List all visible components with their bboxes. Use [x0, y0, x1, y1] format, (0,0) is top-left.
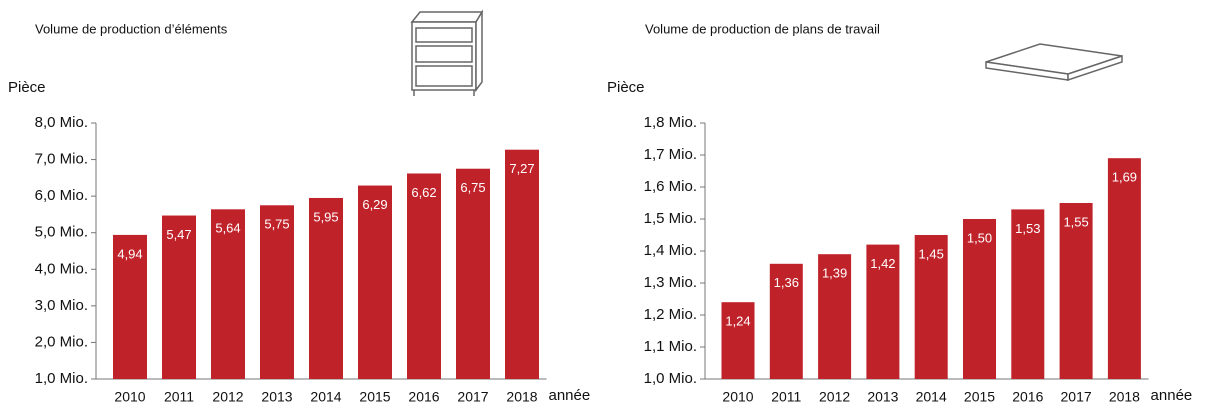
bar	[914, 235, 948, 379]
value-label: 1,42	[870, 256, 895, 271]
value-label: 1,39	[822, 266, 847, 281]
x-tick-label: 2013	[867, 389, 898, 405]
x-tick-label: 2014	[310, 389, 341, 405]
value-label: 1,69	[1112, 170, 1137, 185]
bar	[963, 219, 996, 379]
x-tick-label: 2012	[819, 389, 850, 405]
x-tick-label: 2012	[212, 389, 243, 405]
chart-title: Volume de production de plans de travail	[645, 21, 880, 36]
y-tick-label: 2,0 Mio.	[35, 333, 88, 350]
x-tick-label: 2013	[261, 389, 292, 405]
x-tick-label: 2010	[722, 389, 753, 405]
y-tick-label: 7,0 Mio.	[35, 151, 88, 168]
value-label: 1,50	[967, 230, 992, 245]
bar	[1011, 209, 1045, 379]
value-label: 5,75	[264, 217, 289, 232]
y-tick-label: 1,1 Mio.	[644, 338, 697, 355]
bar	[505, 149, 539, 379]
bar	[358, 185, 392, 379]
bar	[818, 254, 852, 379]
y-tick-label: 4,0 Mio.	[35, 260, 88, 277]
value-label: 7,27	[509, 161, 534, 176]
value-label: 5,95	[313, 209, 338, 224]
x-axis-label: année	[549, 387, 591, 404]
y-tick-label: 5,0 Mio.	[35, 224, 88, 241]
chart-title: Volume de production d’éléments	[35, 21, 228, 36]
y-axis-label: Pièce	[8, 79, 46, 96]
y-tick-label: 3,0 Mio.	[35, 297, 88, 314]
bar	[456, 168, 490, 379]
bar	[309, 197, 343, 379]
y-tick-label: 1,8 Mio.	[644, 114, 697, 131]
y-tick-label: 6,0 Mio.	[35, 187, 88, 204]
x-tick-label: 2017	[457, 389, 488, 405]
x-tick-label: 2011	[164, 389, 194, 405]
x-tick-label: 2018	[1109, 389, 1140, 405]
value-label: 5,47	[166, 227, 191, 242]
bar	[721, 302, 755, 379]
value-label: 4,94	[117, 246, 142, 261]
x-tick-label: 2014	[916, 389, 947, 405]
y-tick-label: 1,3 Mio.	[644, 274, 697, 291]
y-tick-label: 1,6 Mio.	[644, 178, 697, 195]
bar	[407, 173, 441, 379]
x-tick-label: 2011	[771, 389, 801, 405]
bar	[113, 234, 147, 379]
bar	[162, 215, 196, 379]
bar	[1059, 203, 1093, 379]
x-tick-label: 2016	[1012, 389, 1043, 405]
y-tick-label: 8,0 Mio.	[35, 114, 88, 131]
bar	[211, 209, 245, 379]
x-tick-label: 2010	[114, 389, 145, 405]
y-tick-label: 1,0 Mio.	[644, 370, 697, 387]
x-tick-label: 2017	[1061, 389, 1092, 405]
y-tick-label: 1,5 Mio.	[644, 210, 697, 227]
value-label: 6,62	[411, 185, 436, 200]
value-label: 1,55	[1063, 214, 1088, 229]
y-tick-label: 1,0 Mio.	[35, 370, 88, 387]
cabinet-icon	[410, 9, 484, 96]
worktop-icon	[985, 43, 1123, 82]
bar	[260, 205, 294, 379]
x-tick-label: 2015	[359, 389, 390, 405]
bar	[866, 244, 900, 379]
x-tick-label: 2016	[408, 389, 439, 405]
value-label: 1,24	[725, 314, 750, 329]
bar	[1107, 158, 1141, 379]
x-tick-label: 2015	[964, 389, 995, 405]
value-label: 1,45	[919, 246, 944, 261]
value-label: 5,64	[215, 221, 240, 236]
y-axis-label: Pièce	[607, 79, 645, 96]
y-tick-label: 1,4 Mio.	[644, 242, 697, 259]
value-label: 1,36	[774, 275, 799, 290]
y-tick-label: 1,7 Mio.	[644, 146, 697, 163]
bar	[769, 263, 803, 379]
value-label: 1,53	[1015, 221, 1040, 236]
value-label: 6,29	[362, 197, 387, 212]
value-label: 6,75	[460, 180, 485, 195]
x-tick-label: 2018	[506, 389, 537, 405]
y-tick-label: 1,2 Mio.	[644, 306, 697, 323]
x-axis-label: année	[1151, 387, 1193, 404]
